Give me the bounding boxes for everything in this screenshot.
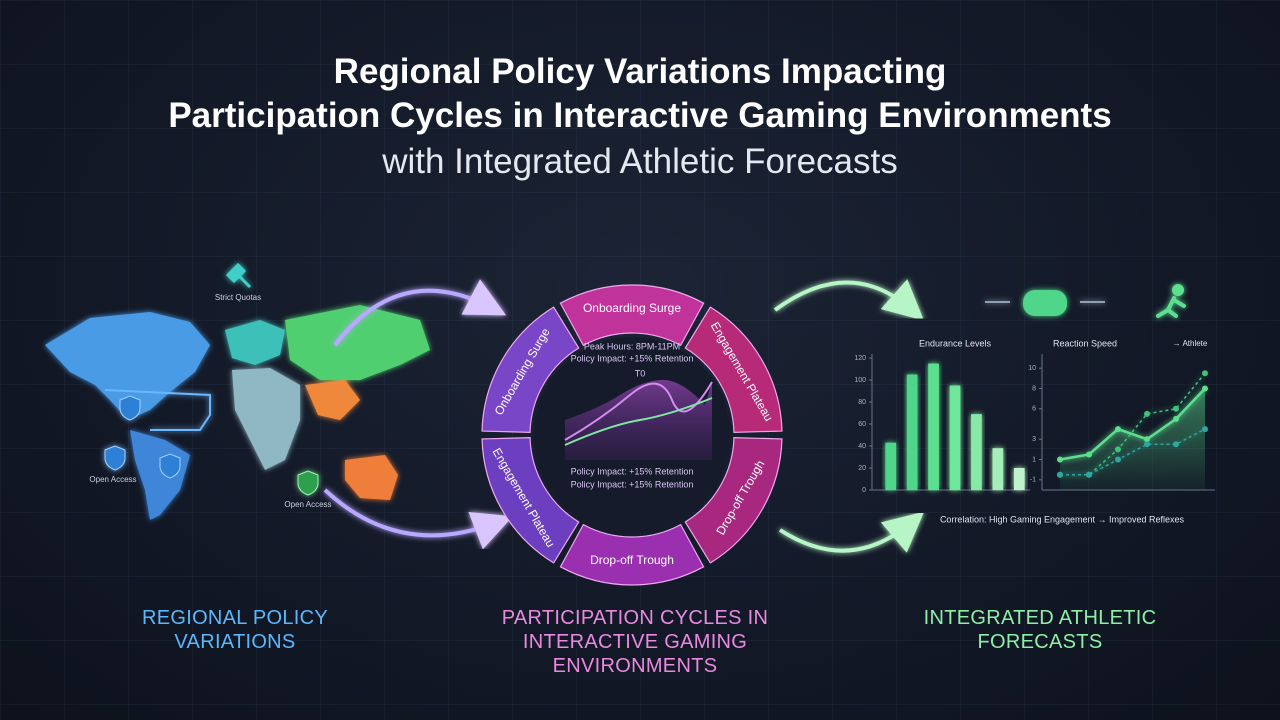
peak-label: Peak Hours: 8PM-11PM <box>584 341 680 351</box>
y-tick-label: 60 <box>858 421 866 428</box>
bar <box>1013 468 1025 490</box>
shield-icon <box>104 445 126 471</box>
cycle-segment <box>684 437 783 564</box>
cycle-segment <box>481 437 580 564</box>
line-point <box>1144 436 1150 443</box>
line-point <box>1173 405 1179 412</box>
flow-arrow <box>778 511 925 553</box>
runner-icon <box>1156 284 1186 318</box>
section-label: REGIONAL POLICY VARIATIONS <box>141 607 329 653</box>
line-area <box>1060 388 1205 490</box>
line-point <box>1144 441 1150 448</box>
y-tick-label: 10 <box>1028 365 1036 372</box>
line-point <box>1057 456 1063 463</box>
map-label: Open Access <box>89 475 136 484</box>
section-label: PARTICIPATION CYCLES IN INTERACTIVE GAMI… <box>501 607 769 677</box>
shield-icon <box>297 470 319 496</box>
line <box>1059 387 1206 461</box>
line-point <box>1057 471 1063 478</box>
map-asia <box>285 305 430 380</box>
y-tick-label: 120 <box>854 355 866 362</box>
line-point <box>1144 410 1150 417</box>
gavel-icon <box>225 262 252 289</box>
bar <box>885 442 897 490</box>
bar <box>992 448 1004 490</box>
chart-annotation: → Athlete <box>1173 339 1208 348</box>
subtitle: with Integrated Athletic Forecasts <box>382 142 898 181</box>
map-china <box>305 380 360 420</box>
y-tick-label: 6 <box>1032 406 1036 413</box>
y-tick-label: 80 <box>858 399 866 406</box>
flow-arrow <box>333 279 507 347</box>
map-africa <box>232 368 300 470</box>
y-tick-label: 0 <box>862 487 866 494</box>
caption: Correlation: High Gaming Engagement → Im… <box>940 514 1185 524</box>
line-point <box>1086 451 1092 458</box>
bar <box>906 374 918 490</box>
map-south-america <box>130 430 190 520</box>
inner-curve <box>564 397 713 446</box>
y-tick-label: 1 <box>1032 456 1036 463</box>
flow-arrow <box>323 488 513 550</box>
map-label: Strict Quotas <box>215 293 261 302</box>
map-label: Open Access <box>284 500 331 509</box>
section-label: INTEGRATED ATHLETIC FORECASTS <box>923 607 1157 653</box>
cycle-segment <box>481 306 580 433</box>
map-link <box>104 389 211 431</box>
line-point <box>1115 456 1121 463</box>
y-tick-label: 8 <box>1032 385 1036 392</box>
bar <box>949 385 961 490</box>
line-point <box>1173 415 1179 422</box>
flow-arrow <box>773 279 924 321</box>
y-tick-label: 40 <box>858 443 866 450</box>
line-point <box>1115 446 1121 453</box>
y-tick-label: 3 <box>1032 436 1036 443</box>
gamepad-icon <box>985 290 1105 316</box>
shield-icon <box>119 395 141 421</box>
y-tick-label: -1 <box>1030 477 1036 484</box>
cycle-segment <box>684 306 783 433</box>
y-tick-label: 20 <box>858 465 866 472</box>
line-point <box>1202 426 1208 433</box>
marker-label: T0 <box>635 368 646 378</box>
map-australia <box>345 455 398 500</box>
shield-icon <box>159 453 181 479</box>
cycle-segment <box>559 523 705 586</box>
line-point <box>1202 370 1208 377</box>
line-point <box>1173 441 1179 448</box>
chart-title: Reaction Speed <box>1053 338 1117 348</box>
cycle-segment-label: Onboarding Surge <box>583 301 681 315</box>
line-point <box>1115 426 1121 433</box>
y-tick-label: 100 <box>854 377 866 384</box>
line-point <box>1202 385 1208 392</box>
line <box>1060 428 1206 476</box>
cycle-segment <box>559 284 705 347</box>
map-europe <box>225 320 285 365</box>
title-line: Participation Cycles in Interactive Gami… <box>168 96 1112 135</box>
cycle-segment-label: Drop-off Trough <box>590 553 674 567</box>
bar <box>971 414 982 490</box>
bar <box>928 363 939 490</box>
impact-label: Policy Impact: +15% Retention <box>571 466 694 476</box>
title-line: Regional Policy Variations Impacting <box>333 52 947 91</box>
impact-label: Policy Impact: +15% Retention <box>571 353 694 363</box>
impact-label: Policy Impact: +15% Retention <box>571 479 694 489</box>
chart-title: Endurance Levels <box>919 338 992 348</box>
inner-curve <box>564 381 713 441</box>
charts: Endurance Levels 0 20 40 60 80 100 120 Reaction … <box>854 338 1215 494</box>
line-point <box>1086 471 1092 478</box>
world-map <box>45 262 430 520</box>
